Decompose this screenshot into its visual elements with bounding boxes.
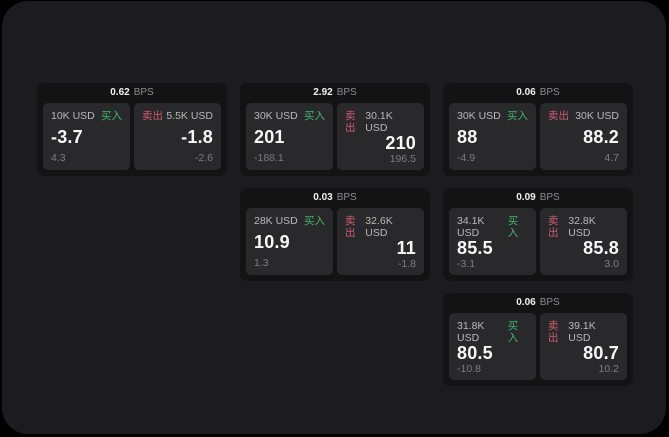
card-header: 0.06 BPS: [443, 293, 633, 313]
bps-unit-label: BPS: [336, 87, 357, 98]
buy-side-label: 买入: [507, 110, 528, 122]
buy-tile[interactable]: 28K USD 买入 10.9 1.3: [246, 208, 333, 275]
sell-tile[interactable]: 卖出 5.5K USD -1.8 -2.6: [134, 103, 221, 170]
bps-value: 0.03: [313, 192, 333, 203]
sell-side-label: 卖出: [548, 320, 559, 344]
sell-amount: 30.1K USD: [365, 110, 393, 134]
sell-side-label: 卖出: [142, 110, 163, 122]
bps-value: 0.62: [110, 87, 130, 98]
price-card: 0.06 BPS 30K USD 买入 88 -4.9 卖出 30K USD 8…: [443, 83, 633, 176]
bps-unit-label: BPS: [133, 87, 154, 98]
buy-price: 10.9: [254, 231, 290, 252]
buy-side-label: 买入: [507, 320, 519, 344]
sell-tile[interactable]: 卖出 32.6K USD 11 -1.8: [337, 208, 424, 275]
buy-delta: -188.1: [254, 152, 284, 164]
sell-tile[interactable]: 卖出 30.1K USD 210 196.5: [337, 103, 424, 170]
sell-price: 80.7: [583, 343, 619, 363]
buy-delta: -4.9: [457, 152, 476, 164]
sell-side-label: 卖出: [345, 215, 356, 239]
sell-delta: 3.0: [604, 258, 619, 270]
price-card: 0.09 BPS 34.1K USD 买入 85.5 -3.1 卖出 32.8K…: [443, 188, 633, 281]
buy-side-label: 买入: [304, 110, 325, 122]
sell-amount: 30K USD: [575, 110, 619, 122]
buy-tile[interactable]: 31.8K USD 买入 80.5 -10.8: [449, 313, 536, 380]
buy-amount: 30K USD: [254, 110, 298, 122]
buy-amount: 34.1K USD: [457, 215, 485, 239]
sell-tile[interactable]: 卖出 30K USD 88.2 4.7: [540, 103, 627, 170]
price-card: 0.62 BPS 10K USD 买入 -3.7 4.3 卖出 5.5K USD…: [37, 83, 227, 176]
price-card: 0.06 BPS 31.8K USD 买入 80.5 -10.8 卖出 39.1…: [443, 293, 633, 386]
sell-price: 85.8: [583, 238, 619, 258]
buy-price: -3.7: [51, 126, 83, 147]
buy-price: 85.5: [457, 238, 493, 258]
sell-price: -1.8: [181, 126, 213, 147]
sell-delta: 4.7: [604, 152, 619, 164]
buy-tile[interactable]: 30K USD 买入 88 -4.9: [449, 103, 536, 170]
bps-value: 0.09: [516, 192, 536, 203]
buy-delta: -3.1: [457, 258, 476, 270]
sell-price: 88.2: [583, 126, 619, 147]
bps-unit-label: BPS: [539, 87, 560, 98]
sell-side-label: 卖出: [345, 110, 356, 134]
buy-tile[interactable]: 10K USD 买入 -3.7 4.3: [43, 103, 130, 170]
sell-amount: 5.5K USD: [166, 110, 213, 122]
buy-side-label: 买入: [101, 110, 122, 122]
sell-price: 210: [385, 133, 416, 153]
buy-amount: 28K USD: [254, 215, 298, 227]
buy-amount: 31.8K USD: [457, 320, 485, 344]
buy-price: 201: [254, 126, 285, 147]
sell-price: 11: [396, 238, 416, 258]
bps-unit-label: BPS: [336, 192, 357, 203]
buy-side-label: 买入: [304, 215, 325, 227]
bps-unit-label: BPS: [539, 297, 560, 308]
sell-side-label: 卖出: [548, 215, 559, 239]
sell-delta: -1.8: [397, 258, 416, 270]
card-header: 0.62 BPS: [37, 83, 227, 103]
sell-amount: 32.8K USD: [568, 215, 596, 239]
sell-tile[interactable]: 卖出 39.1K USD 80.7 10.2: [540, 313, 627, 380]
buy-tile[interactable]: 30K USD 买入 201 -188.1: [246, 103, 333, 170]
card-header: 0.03 BPS: [240, 188, 430, 208]
bps-unit-label: BPS: [539, 192, 560, 203]
bps-value: 0.06: [516, 297, 536, 308]
buy-delta: -10.8: [457, 363, 481, 375]
buy-amount: 10K USD: [51, 110, 95, 122]
price-card: 2.92 BPS 30K USD 买入 201 -188.1 卖出 30.1K …: [240, 83, 430, 176]
sell-amount: 39.1K USD: [568, 320, 596, 344]
buy-delta: 1.3: [254, 257, 269, 269]
card-header: 0.09 BPS: [443, 188, 633, 208]
buy-side-label: 买入: [507, 215, 519, 239]
card-header: 0.06 BPS: [443, 83, 633, 103]
sell-amount: 32.6K USD: [365, 215, 393, 239]
buy-amount: 30K USD: [457, 110, 501, 122]
sell-delta: 10.2: [598, 363, 619, 375]
bps-value: 2.92: [313, 87, 333, 98]
sell-delta: -2.6: [194, 152, 213, 164]
buy-price: 80.5: [457, 343, 493, 363]
buy-price: 88: [457, 126, 478, 147]
sell-delta: 196.5: [389, 153, 416, 165]
buy-tile[interactable]: 34.1K USD 买入 85.5 -3.1: [449, 208, 536, 275]
sell-side-label: 卖出: [548, 110, 569, 122]
sell-tile[interactable]: 卖出 32.8K USD 85.8 3.0: [540, 208, 627, 275]
bps-value: 0.06: [516, 87, 536, 98]
price-card: 0.03 BPS 28K USD 买入 10.9 1.3 卖出 32.6K US…: [240, 188, 430, 281]
card-header: 2.92 BPS: [240, 83, 430, 103]
buy-delta: 4.3: [51, 152, 66, 164]
